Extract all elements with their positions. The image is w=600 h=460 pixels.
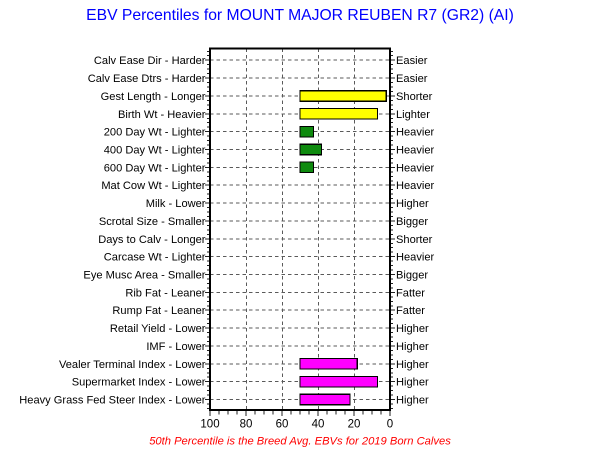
svg-text:Shorter: Shorter [396, 234, 433, 246]
svg-text:Fatter: Fatter [396, 287, 425, 299]
svg-text:Eye Musc Area - Smaller: Eye Musc Area - Smaller [83, 270, 205, 282]
svg-text:400 Day Wt - Lighter: 400 Day Wt - Lighter [104, 145, 206, 157]
svg-text:Vealer Terminal Index - Lower: Vealer Terminal Index - Lower [59, 359, 206, 371]
svg-text:80: 80 [240, 419, 253, 431]
svg-text:Carcase Wt - Lighter: Carcase Wt - Lighter [104, 252, 206, 264]
svg-text:Mat Cow Wt - Lighter: Mat Cow Wt - Lighter [101, 180, 205, 192]
svg-text:100: 100 [200, 419, 219, 431]
svg-text:Heavier: Heavier [396, 180, 435, 192]
svg-text:IMF - Lower: IMF - Lower [146, 341, 205, 353]
svg-text:Gest Length - Longer: Gest Length - Longer [101, 91, 206, 103]
svg-text:Easier: Easier [396, 55, 428, 67]
svg-text:Scrotal Size - Smaller: Scrotal Size - Smaller [99, 216, 206, 228]
svg-text:50th Percentile is the Breed A: 50th Percentile is the Breed Avg. EBVs f… [149, 436, 451, 448]
svg-text:Higher: Higher [396, 395, 429, 407]
svg-text:Higher: Higher [396, 323, 429, 335]
svg-text:Higher: Higher [396, 377, 429, 389]
svg-text:Heavier: Heavier [396, 127, 435, 139]
svg-text:Shorter: Shorter [396, 91, 433, 103]
svg-text:40: 40 [312, 419, 325, 431]
svg-text:Lighter: Lighter [396, 109, 430, 121]
svg-text:0: 0 [387, 419, 393, 431]
svg-text:Calv Ease Dir - Harder: Calv Ease Dir - Harder [94, 55, 206, 67]
svg-text:600 Day Wt - Lighter: 600 Day Wt - Lighter [104, 162, 206, 174]
svg-text:EBV Percentiles for MOUNT MAJO: EBV Percentiles for MOUNT MAJOR REUBEN R… [86, 7, 514, 24]
svg-text:Higher: Higher [396, 341, 429, 353]
svg-text:Easier: Easier [396, 73, 428, 85]
svg-text:Bigger: Bigger [396, 270, 428, 282]
svg-text:Heavy Grass Fed Steer Index -: Heavy Grass Fed Steer Index - Lower [19, 395, 206, 407]
svg-text:Rump Fat - Leaner: Rump Fat - Leaner [112, 305, 205, 317]
svg-text:Rib Fat - Leaner: Rib Fat - Leaner [125, 287, 205, 299]
svg-text:Fatter: Fatter [396, 305, 425, 317]
svg-text:Days to Calv - Longer: Days to Calv - Longer [98, 234, 206, 246]
svg-text:Bigger: Bigger [396, 216, 428, 228]
svg-text:Higher: Higher [396, 198, 429, 210]
svg-text:Retail Yield - Lower: Retail Yield - Lower [110, 323, 206, 335]
svg-text:Calv Ease Dtrs - Harder: Calv Ease Dtrs - Harder [88, 73, 206, 85]
svg-text:Milk - Lower: Milk - Lower [146, 198, 206, 210]
svg-text:Supermarket Index - Lower: Supermarket Index - Lower [72, 377, 206, 389]
svg-text:Birth Wt - Heavier: Birth Wt - Heavier [118, 109, 206, 121]
svg-text:Heavier: Heavier [396, 145, 435, 157]
svg-text:60: 60 [276, 419, 289, 431]
svg-text:200 Day Wt - Lighter: 200 Day Wt - Lighter [104, 127, 206, 139]
svg-text:Heavier: Heavier [396, 252, 435, 264]
svg-text:Higher: Higher [396, 359, 429, 371]
svg-text:Heavier: Heavier [396, 162, 435, 174]
svg-text:20: 20 [348, 419, 361, 431]
